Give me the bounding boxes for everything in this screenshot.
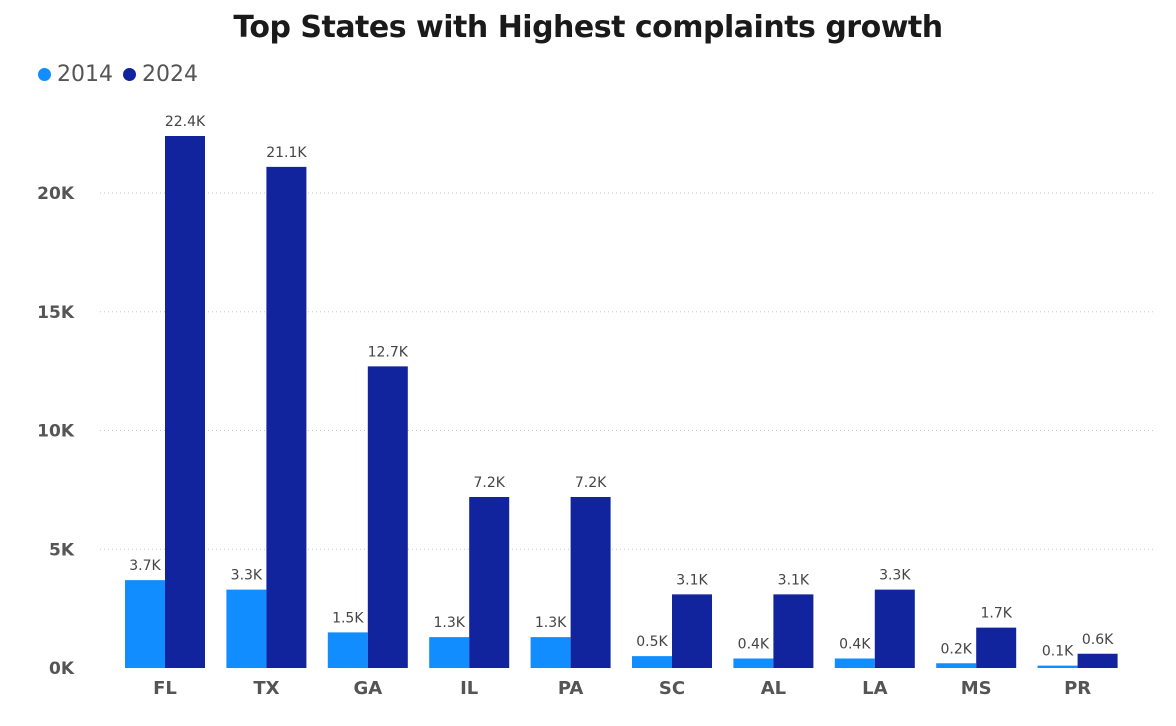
legend-swatch-2024 xyxy=(123,68,136,81)
data-label-2014-TX: 3.3K xyxy=(231,568,263,584)
bar-2024-IL xyxy=(469,497,510,668)
data-label-2024-FL: 22.4K xyxy=(165,114,206,130)
legend: 2014 2024 xyxy=(38,62,208,87)
y-tick-label: 5K xyxy=(49,540,75,560)
data-label-2014-FL: 3.7K xyxy=(129,558,161,574)
legend-item-2014[interactable]: 2014 xyxy=(38,62,113,87)
data-label-2024-MS: 1.7K xyxy=(980,606,1012,622)
bar-2024-TX xyxy=(266,166,307,668)
legend-label-2024: 2024 xyxy=(142,62,198,87)
bar-2024-FL xyxy=(165,136,205,668)
data-label-2014-IL: 1.3K xyxy=(433,615,465,631)
data-label-2014-AL: 0.4K xyxy=(738,637,770,653)
x-tick-label-IL: IL xyxy=(460,678,478,699)
data-label-2014-LA: 0.4K xyxy=(839,637,871,653)
data-label-2024-PA: 7.2K xyxy=(575,475,607,491)
data-label-2024-SC: 3.1K xyxy=(676,572,708,588)
bar-2014-MS xyxy=(936,663,977,668)
bar-2024-MS xyxy=(976,627,1017,668)
bar-2024-PR xyxy=(1077,653,1118,668)
data-label-2024-LA: 3.3K xyxy=(879,568,911,584)
bar-2024-LA xyxy=(874,589,915,668)
x-tick-label-GA: GA xyxy=(353,678,382,699)
y-tick-label: 0K xyxy=(49,659,75,679)
bar-2014-GA xyxy=(327,632,368,668)
bar-2014-PR xyxy=(1037,665,1078,668)
data-label-2024-AL: 3.1K xyxy=(778,572,810,588)
x-tick-label-PA: PA xyxy=(558,678,584,699)
bar-2014-SC xyxy=(632,656,672,668)
x-tick-label-LA: LA xyxy=(862,678,887,699)
bar-2014-TX xyxy=(226,589,267,668)
bar-2024-AL xyxy=(773,594,814,668)
x-tick-label-TX: TX xyxy=(253,678,279,699)
x-tick-label-SC: SC xyxy=(659,678,685,699)
bar-2014-AL xyxy=(733,658,774,668)
data-label-2024-PR: 0.6K xyxy=(1082,632,1114,648)
bar-2014-FL xyxy=(125,580,165,668)
data-label-2014-SC: 0.5K xyxy=(636,634,668,650)
bar-2024-PA xyxy=(570,497,611,668)
x-tick-label-MS: MS xyxy=(961,678,992,699)
data-label-2014-PR: 0.1K xyxy=(1042,644,1074,660)
data-label-2024-IL: 7.2K xyxy=(473,475,505,491)
bar-2014-PA xyxy=(530,637,571,668)
bar-2024-GA xyxy=(367,366,408,668)
data-label-2014-MS: 0.2K xyxy=(940,641,972,657)
chart-title: Top States with Highest complaints growt… xyxy=(233,10,943,45)
bar-2014-IL xyxy=(429,637,470,668)
data-label-2014-GA: 1.5K xyxy=(332,610,364,626)
x-tick-label-PR: PR xyxy=(1064,678,1091,699)
legend-item-2024[interactable]: 2024 xyxy=(123,62,198,87)
legend-label-2014: 2014 xyxy=(57,62,113,87)
y-tick-label: 20K xyxy=(37,184,75,204)
x-tick-label-AL: AL xyxy=(761,678,786,699)
data-label-2024-TX: 21.1K xyxy=(266,145,307,161)
legend-swatch-2014 xyxy=(38,68,51,81)
data-label-2024-GA: 12.7K xyxy=(368,344,409,360)
bar-2024-SC xyxy=(672,594,712,668)
y-tick-label: 10K xyxy=(37,422,75,442)
data-label-2014-PA: 1.3K xyxy=(535,615,567,631)
bar-2014-LA xyxy=(834,658,875,668)
y-tick-label: 15K xyxy=(37,303,75,323)
x-tick-label-FL: FL xyxy=(153,678,177,699)
